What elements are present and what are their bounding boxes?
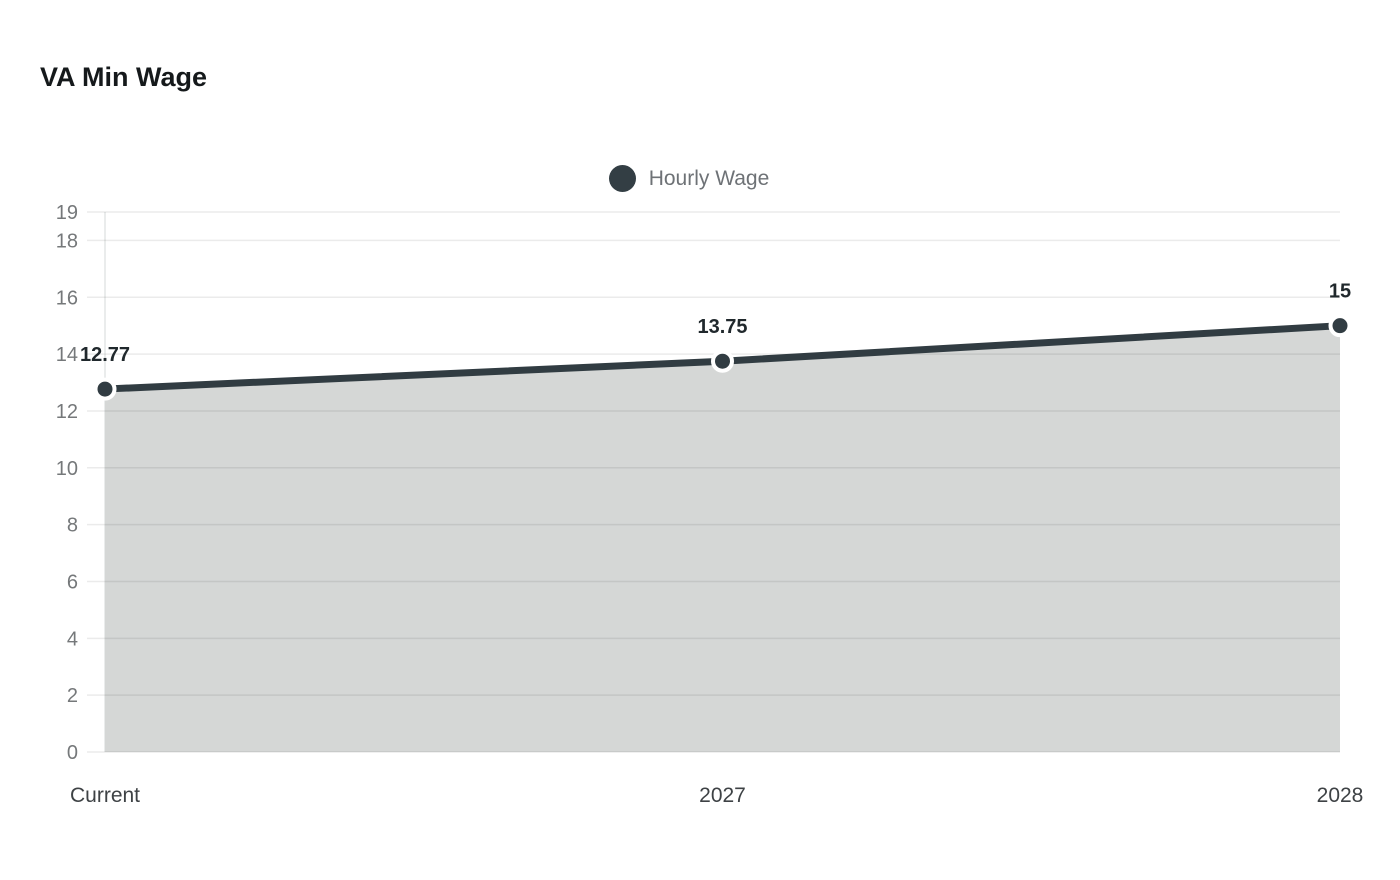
y-tick-label-10: 10	[56, 458, 78, 480]
x-tick-label-current: Current	[70, 784, 140, 807]
y-tick-label-14: 14	[56, 344, 78, 366]
legend-item-hourly-wage[interactable]: Hourly Wage	[608, 165, 770, 192]
data-point-2027[interactable]	[711, 349, 734, 373]
data-point-current[interactable]	[93, 377, 117, 401]
y-tick-label-0: 0	[67, 742, 78, 764]
legend-item-label: Hourly Wage	[648, 166, 770, 190]
data-label-current: 12.77	[80, 344, 130, 366]
y-tick-label-8: 8	[67, 515, 78, 537]
y-tick-label-12: 12	[56, 401, 78, 423]
data-label-2027: 13.75	[697, 316, 747, 338]
y-tick-label-19: 19	[56, 202, 78, 224]
y-tick-label-2: 2	[67, 685, 78, 707]
y-tick-label-16: 16	[56, 287, 78, 309]
x-tick-label-2028: 2028	[1317, 784, 1364, 807]
chart-legend: Hourly Wage	[0, 165, 1378, 192]
y-tick-label-6: 6	[67, 571, 78, 593]
data-point-2028[interactable]	[1328, 314, 1352, 338]
wage-area-fill	[105, 325, 1340, 752]
legend-circle-icon	[608, 165, 636, 192]
data-label-2028: 15	[1329, 281, 1351, 303]
x-tick-label-2027: 2027	[699, 784, 746, 807]
chart-title: VA Min Wage	[40, 62, 207, 92]
y-tick-label-18: 18	[56, 230, 78, 252]
y-tick-label-4: 4	[67, 628, 78, 650]
